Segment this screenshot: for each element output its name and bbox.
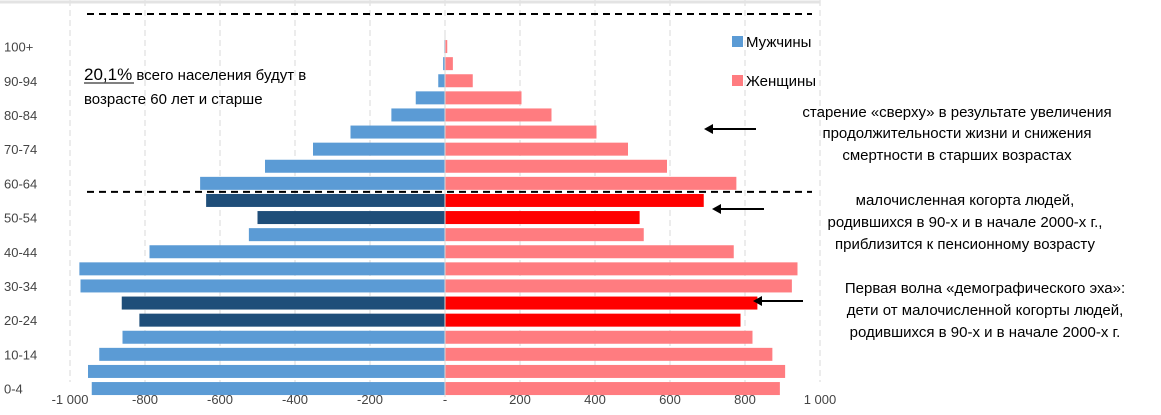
bar-male-55-59 <box>206 193 445 207</box>
y-tick-label: 30-34 <box>4 279 37 294</box>
bar-female-15-19 <box>445 330 753 344</box>
bar-female-90-94 <box>445 74 473 88</box>
x-tick-label: -800 <box>132 392 158 407</box>
bar-male-85-89 <box>415 91 445 105</box>
bar-male-65-69 <box>265 159 445 173</box>
annotation-share-highlight: 20,1% <box>84 65 132 84</box>
annotations: 20,1% всего населения будут в возрасте 6… <box>84 65 1125 341</box>
bar-male-10-14 <box>99 347 445 361</box>
x-tick-label: -600 <box>207 392 233 407</box>
bar-female-10-14 <box>445 347 773 361</box>
arrow-cohort-icon <box>712 204 764 214</box>
annotation-echo-line-2: дети от малочисленной когорты людей, <box>847 302 1124 319</box>
bar-male-95-99 <box>443 57 445 71</box>
bar-male-70-74 <box>313 142 445 156</box>
y-tick-label: 20-24 <box>4 313 37 328</box>
bar-female-35-39 <box>445 262 798 276</box>
bar-male-40-44 <box>149 245 445 259</box>
bar-female-95-99 <box>445 57 453 71</box>
bar-male-35-39 <box>79 262 445 276</box>
bar-female-25-29 <box>445 296 758 310</box>
annotation-share-line-2: возрасте 60 лет и старше <box>84 91 263 108</box>
bar-male-60-64 <box>200 176 445 190</box>
bar-male-30-34 <box>80 279 445 293</box>
bar-female-45-49 <box>445 228 644 242</box>
legend-swatch-male <box>732 36 743 47</box>
y-tick-labels: 100+ 90-94 80-84 70-74 60-64 50-54 40-44 30-34 2… <box>4 40 37 397</box>
bar-female-55-59 <box>445 193 704 207</box>
bar-female-60-64 <box>445 176 737 190</box>
bar-female-80-84 <box>445 108 552 122</box>
x-tick-label: 400 <box>584 392 606 407</box>
y-tick-label: 0-4 <box>4 382 23 397</box>
arrow-aging-icon <box>704 124 756 134</box>
bar-female-20-24 <box>445 313 741 327</box>
annotation-aging-line-1: старение «сверху» в результате увеличени… <box>802 104 1111 121</box>
annotation-aging-line-2: продолжительности жизни и снижения <box>822 125 1091 142</box>
bar-male-50-54 <box>257 211 445 225</box>
bar-female-50-54 <box>445 211 640 225</box>
y-tick-label: 100+ <box>4 40 33 55</box>
x-tick-label: 600 <box>659 392 681 407</box>
annotation-cohort-line-3: приблизится к пенсионному возрасту <box>835 236 1095 253</box>
bar-male-20-24 <box>139 313 445 327</box>
y-tick-label: 80-84 <box>4 108 37 123</box>
x-tick-labels: -1 000 -800 -600 -400 -200-200 400 600 800 1 000 <box>52 392 837 407</box>
y-tick-label: 70-74 <box>4 142 37 157</box>
legend-swatch-female <box>732 75 743 86</box>
bars <box>79 34 798 398</box>
y-tick-label: 40-44 <box>4 245 37 260</box>
bar-female-85-89 <box>445 91 522 105</box>
annotation-cohort-line-2: родившихся в 90-х и в начале 2000-х г., <box>828 214 1103 231</box>
annotation-echo-line-3: родившихся в 90-х и в начале 2000-х г. <box>850 324 1121 341</box>
y-tick-label: 90-94 <box>4 74 37 89</box>
y-tick-label: 10-14 <box>4 347 37 362</box>
bar-female-70-74 <box>445 142 628 156</box>
y-tick-label: 60-64 <box>4 176 37 191</box>
bar-male-25-29 <box>121 296 445 310</box>
x-tick-label: -400 <box>282 392 308 407</box>
bar-female-100+ <box>445 40 448 54</box>
bar-female-65-69 <box>445 159 667 173</box>
bar-male-75-79 <box>350 125 445 139</box>
x-tick-label: 200 <box>509 392 531 407</box>
bar-female-40-44 <box>445 245 734 259</box>
bar-male-45-49 <box>248 228 445 242</box>
bar-female-75-79 <box>445 125 597 139</box>
x-tick-label: -1 000 <box>52 392 89 407</box>
annotation-share-line-1: 20,1% всего населения будут в <box>84 65 306 84</box>
legend-label-male: Мужчины <box>746 34 811 51</box>
bar-female-5-9 <box>445 364 786 378</box>
x-tick-label: -200 <box>357 392 383 407</box>
annotation-echo-line-1: Первая волна «демографического эха»: <box>845 280 1125 297</box>
reference-lines <box>87 13 812 193</box>
annotation-share-rest: всего населения будут в <box>132 67 306 84</box>
bar-female-0-4 <box>445 382 780 396</box>
x-tick-label: 1 000 <box>804 392 837 407</box>
arrow-echo-icon <box>753 296 803 306</box>
y-tick-label: 50-54 <box>4 211 37 226</box>
annotation-aging-line-3: смертности в старших возрастах <box>842 147 1072 164</box>
bar-male-15-19 <box>122 330 445 344</box>
legend-label-female: Женщины <box>746 73 816 90</box>
bar-male-80-84 <box>391 108 445 122</box>
x-tick-label: 800 <box>734 392 756 407</box>
annotation-cohort-line-1: малочисленная когорта людей, <box>856 192 1075 209</box>
legend: Мужчины Женщины <box>732 34 816 90</box>
bar-male-5-9 <box>88 364 445 378</box>
bar-male-0-4 <box>91 382 445 396</box>
bar-male-90-94 <box>438 74 445 88</box>
bar-female-30-34 <box>445 279 792 293</box>
x-tick-label: - <box>443 392 447 407</box>
